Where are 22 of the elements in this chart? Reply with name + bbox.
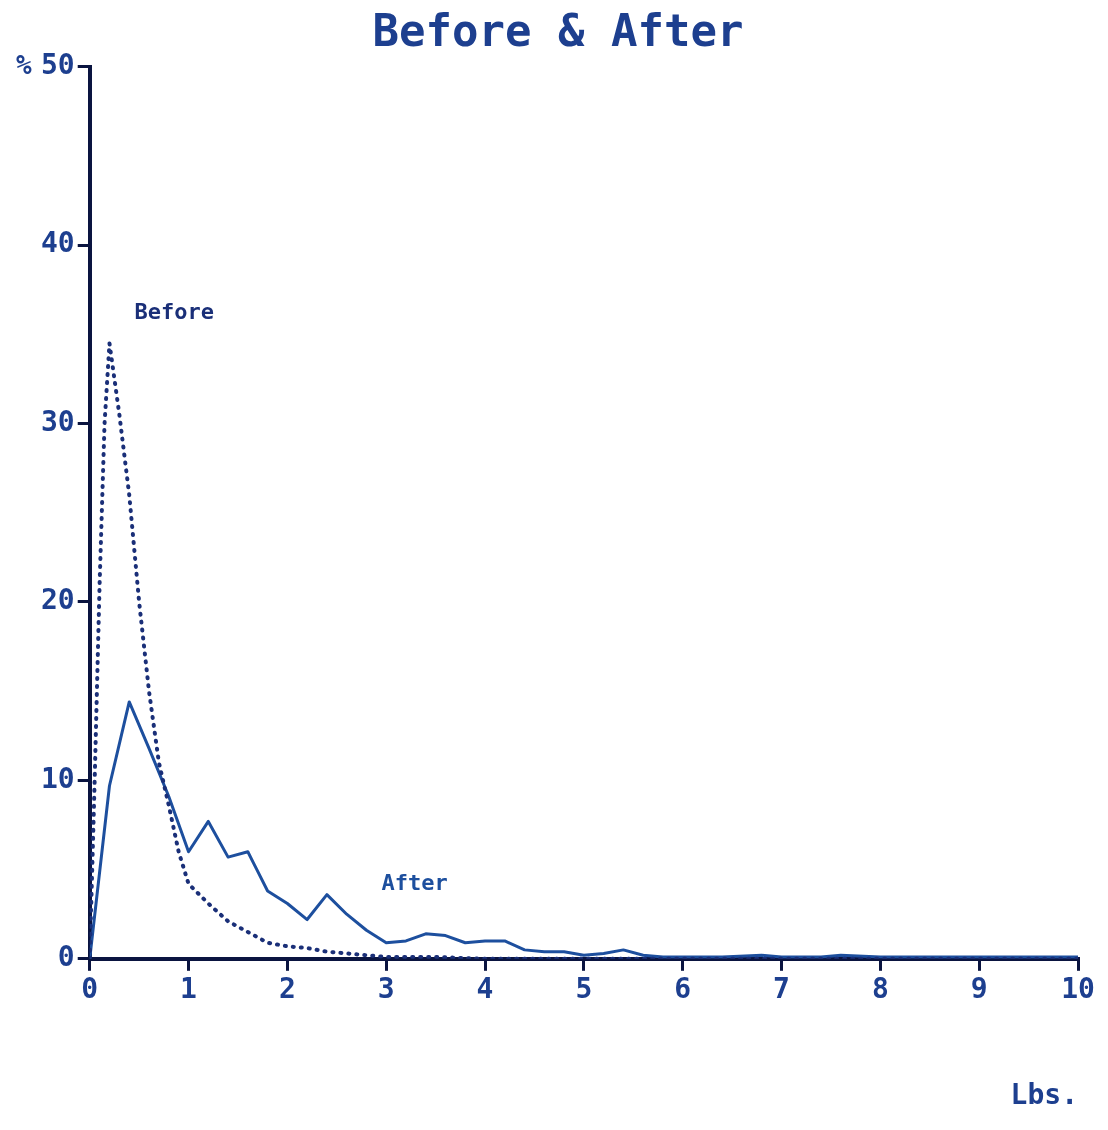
- x-tick-label: 9: [970, 971, 988, 1005]
- y-axis-title: %: [16, 49, 32, 80]
- y-tick-label: 0: [57, 940, 75, 974]
- x-tick-label: 6: [674, 971, 692, 1005]
- y-tick-label: 10: [41, 761, 75, 795]
- x-tick-label: 0: [81, 971, 99, 1005]
- chart-title: Before & After: [372, 4, 744, 56]
- x-tick-label: 2: [278, 971, 296, 1005]
- x-tick-label: 10: [1061, 971, 1095, 1005]
- x-tick-label: 7: [773, 971, 790, 1005]
- y-tick-label: 40: [41, 226, 75, 260]
- y-tick-label: 30: [41, 404, 75, 438]
- series-label: After: [381, 869, 448, 895]
- x-tick-label: 8: [871, 971, 889, 1005]
- x-tick-label: 3: [377, 971, 395, 1005]
- x-axis-title: Lbs.: [1010, 1078, 1078, 1112]
- x-tick-label: 5: [575, 971, 593, 1005]
- series-label: Before: [134, 299, 214, 325]
- x-tick-label: 1: [180, 971, 197, 1005]
- x-tick-label: 4: [476, 971, 494, 1005]
- y-tick-label: 50: [41, 48, 75, 82]
- y-tick-label: 20: [41, 583, 75, 617]
